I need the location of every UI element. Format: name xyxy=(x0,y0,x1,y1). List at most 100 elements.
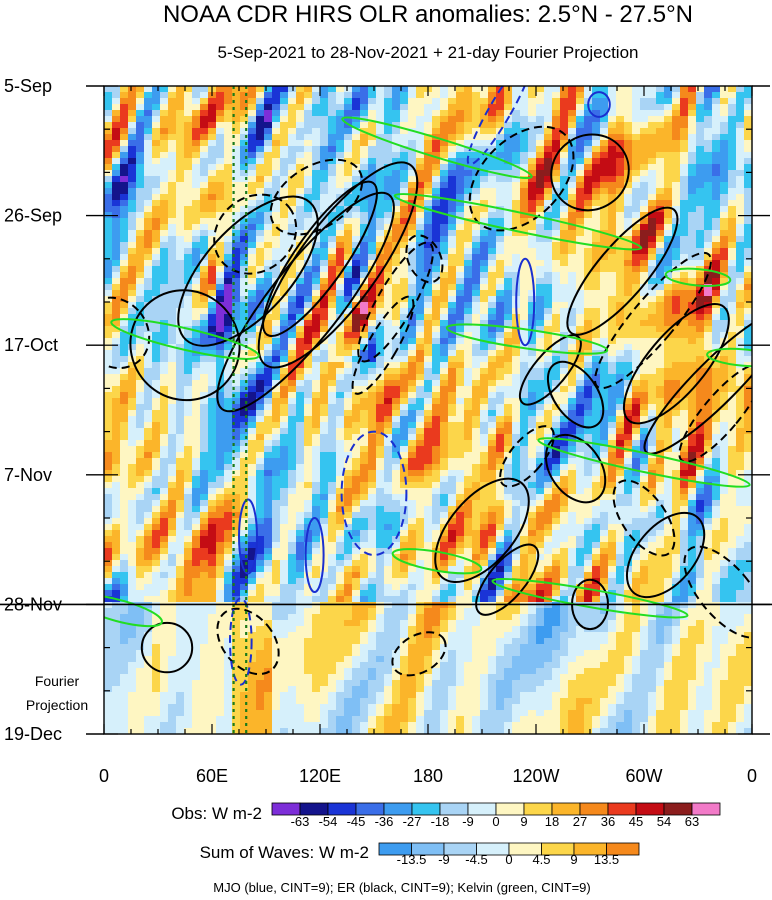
obs-cell xyxy=(320,140,329,147)
obs-cell xyxy=(384,86,393,93)
obs-cell xyxy=(536,164,545,171)
obs-cell xyxy=(464,338,473,345)
obs-cell xyxy=(272,356,281,363)
obs-cell xyxy=(584,320,593,327)
obs-cell xyxy=(728,200,737,207)
obs-cell xyxy=(584,422,593,429)
obs-cell xyxy=(312,398,321,405)
obs-cell xyxy=(528,410,537,417)
obs-cell xyxy=(160,242,169,249)
obs-cell xyxy=(488,110,497,117)
obs-cell xyxy=(448,374,457,381)
obs-cell xyxy=(496,296,505,303)
obs-cell xyxy=(296,362,305,369)
obs-cell xyxy=(104,380,113,387)
obs-cell xyxy=(280,176,289,183)
obs-cell xyxy=(320,116,329,123)
obs-cell xyxy=(624,410,633,417)
obs-cell xyxy=(712,296,721,303)
obs-cell xyxy=(616,326,625,333)
obs-cell xyxy=(488,446,497,453)
obs-cell xyxy=(136,296,145,303)
obs-cell xyxy=(704,110,713,117)
obs-cell xyxy=(128,440,137,447)
obs-cell xyxy=(720,356,729,363)
obs-cell xyxy=(592,266,601,273)
obs-cell xyxy=(360,446,369,453)
obs-cell xyxy=(256,176,265,183)
obs-cell xyxy=(384,380,393,387)
obs-cell xyxy=(504,446,513,453)
obs-cell xyxy=(144,104,153,111)
obs-cell xyxy=(424,164,433,171)
obs-cell xyxy=(256,290,265,297)
obs-cell xyxy=(160,104,169,111)
obs-cell xyxy=(224,140,233,147)
obs-cell xyxy=(408,218,417,225)
obs-cell xyxy=(400,362,409,369)
obs-cell xyxy=(464,410,473,417)
obs-cell xyxy=(232,104,241,111)
obs-cell xyxy=(104,134,113,141)
obs-cell xyxy=(432,392,441,399)
obs-cell xyxy=(296,374,305,381)
obs-cell xyxy=(536,278,545,285)
obs-cell xyxy=(640,218,649,225)
obs-cell xyxy=(528,422,537,429)
obs-cell xyxy=(240,284,249,291)
obs-cell xyxy=(320,398,329,405)
obs-cell xyxy=(376,194,385,201)
obs-cell xyxy=(408,380,417,387)
obs-cell xyxy=(128,134,137,141)
obs-cell xyxy=(168,164,177,171)
obs-cell xyxy=(712,194,721,201)
obs-cell xyxy=(104,392,113,399)
obs-cell xyxy=(728,212,737,219)
obs-cell xyxy=(232,434,241,441)
obs-cell xyxy=(336,158,345,165)
obs-cell xyxy=(264,140,273,147)
obs-cell xyxy=(304,272,313,279)
obs-cell xyxy=(168,200,177,207)
obs-cell xyxy=(232,200,241,207)
obs-cell xyxy=(632,242,641,249)
obs-cell xyxy=(400,332,409,339)
obs-cell xyxy=(488,242,497,249)
obs-cell xyxy=(744,398,752,405)
obs-cell xyxy=(696,296,705,303)
obs-cell xyxy=(304,248,313,255)
obs-cell xyxy=(680,302,689,309)
obs-cell xyxy=(640,254,649,261)
obs-cell xyxy=(496,134,505,141)
obs-cell xyxy=(568,398,577,405)
obs-cell xyxy=(152,290,161,297)
obs-cell xyxy=(272,320,281,327)
obs-cell xyxy=(616,134,625,141)
obs-cell xyxy=(592,122,601,129)
obs-cell xyxy=(632,236,641,243)
obs-cell xyxy=(456,86,465,93)
obs-cell xyxy=(688,206,697,213)
obs-cell xyxy=(224,434,233,441)
obs-cell xyxy=(392,290,401,297)
obs-cell xyxy=(568,344,577,351)
obs-cell xyxy=(432,284,441,291)
obs-cell xyxy=(400,176,409,183)
obs-cell xyxy=(376,416,385,423)
obs-cell xyxy=(688,116,697,123)
obs-cell xyxy=(184,302,193,309)
obs-cell xyxy=(128,200,137,207)
obs-cell xyxy=(656,326,665,333)
obs-cell xyxy=(400,134,409,141)
obs-cell xyxy=(688,380,697,387)
obs-cell xyxy=(592,236,601,243)
obs-cell xyxy=(256,398,265,405)
obs-cell xyxy=(616,344,625,351)
obs-cell xyxy=(368,218,377,225)
obs-cell xyxy=(520,242,529,249)
obs-cell xyxy=(240,350,249,357)
obs-cell xyxy=(632,308,641,315)
obs-cell xyxy=(664,392,673,399)
obs-cell xyxy=(240,242,249,249)
obs-cell xyxy=(728,134,737,141)
